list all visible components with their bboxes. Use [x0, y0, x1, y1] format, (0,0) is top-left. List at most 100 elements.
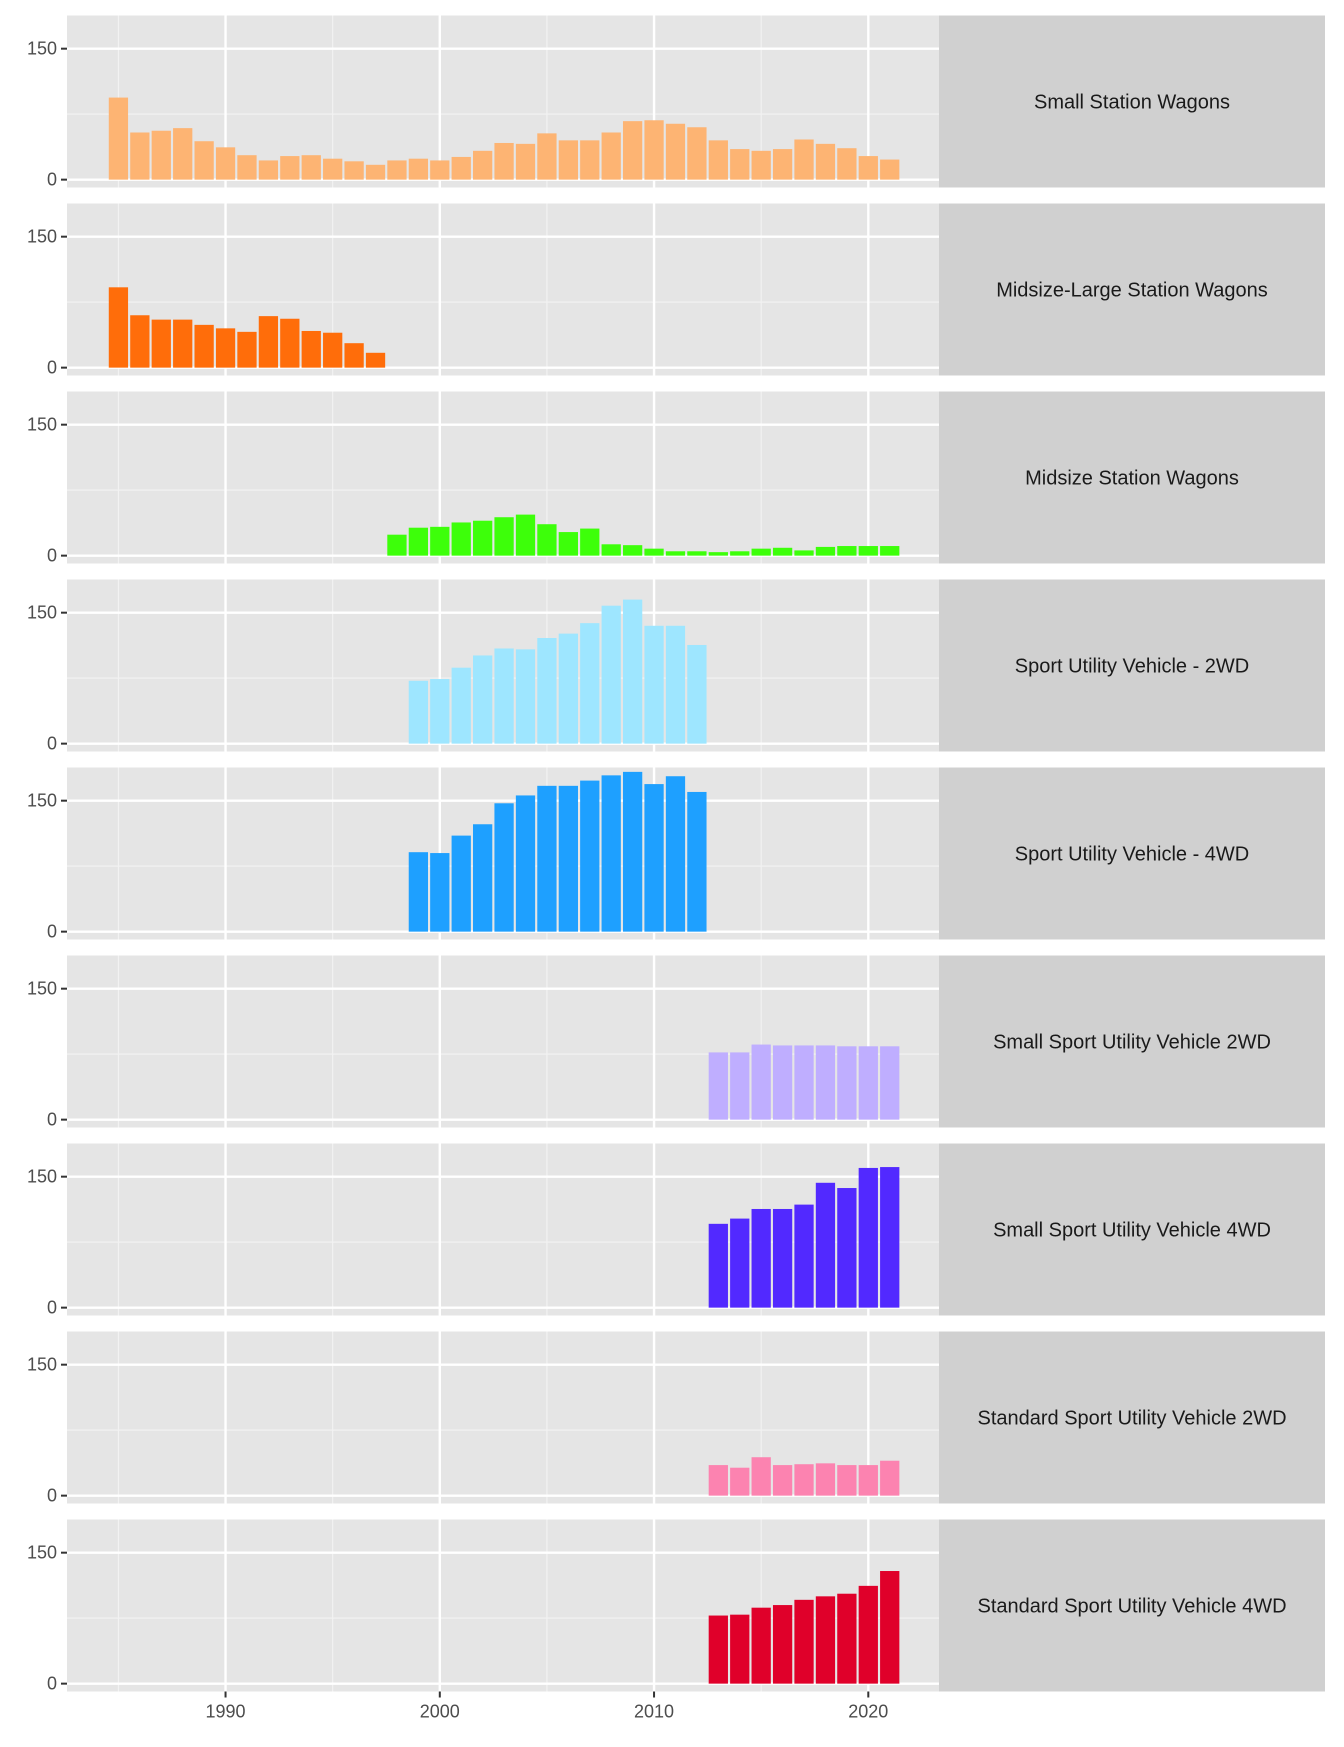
- bar: [130, 315, 150, 368]
- y-tick-label: 150: [27, 1355, 57, 1375]
- facet-label: Small Sport Utility Vehicle 4WD: [993, 1220, 1271, 1242]
- bar: [365, 352, 386, 368]
- x-tick-label: 2000: [420, 1702, 460, 1722]
- bar: [473, 520, 493, 556]
- bar: [451, 667, 471, 744]
- bar: [215, 147, 236, 180]
- bar: [537, 524, 557, 556]
- facet-strip: [939, 955, 1325, 1128]
- bar: [601, 775, 621, 932]
- bar: [194, 141, 214, 180]
- facet-panel: 0 150 Small Sport Utility Vehicle 2WD: [27, 955, 1325, 1130]
- bar: [323, 158, 343, 180]
- bar: [473, 824, 493, 932]
- bar: [751, 1044, 771, 1120]
- bar: [665, 625, 686, 744]
- facet-label: Small Station Wagons: [1034, 92, 1230, 114]
- bar: [708, 1223, 728, 1308]
- bar: [108, 97, 129, 180]
- facet-panel: 0 150 Standard Sport Utility Vehicle 4WD: [27, 1519, 1325, 1694]
- bar: [601, 605, 621, 744]
- bar: [387, 534, 407, 556]
- bar: [794, 1204, 814, 1308]
- bar: [730, 1614, 750, 1684]
- y-tick-label: 150: [27, 1543, 57, 1563]
- bar: [301, 155, 321, 180]
- bar: [473, 150, 493, 180]
- y-tick-label: 0: [47, 358, 57, 378]
- bar: [622, 121, 643, 180]
- facet-strip: [939, 1143, 1325, 1316]
- bar: [494, 803, 514, 932]
- bar: [730, 1467, 750, 1496]
- facet-label: Small Sport Utility Vehicle 2WD: [993, 1032, 1271, 1054]
- bar: [858, 1585, 878, 1684]
- bar: [408, 680, 429, 744]
- bar: [151, 319, 171, 368]
- facet-panel: 0 150 Sport Utility Vehicle - 4WD: [27, 767, 1325, 942]
- bar: [601, 132, 621, 180]
- bar: [837, 1188, 857, 1308]
- bar: [687, 127, 707, 180]
- bar: [430, 160, 450, 180]
- bar: [858, 546, 878, 556]
- facet-label: Standard Sport Utility Vehicle 2WD: [977, 1408, 1286, 1430]
- bar: [794, 550, 814, 556]
- bar: [215, 328, 236, 368]
- bar: [751, 548, 771, 556]
- bar: [730, 1218, 750, 1308]
- y-tick-label: 0: [47, 1674, 57, 1694]
- y-tick-label: 0: [47, 922, 57, 942]
- bar: [151, 130, 171, 180]
- bar: [494, 142, 514, 180]
- bar: [580, 780, 600, 932]
- facet-strip: [939, 203, 1325, 376]
- facet-label: Midsize Station Wagons: [1025, 468, 1239, 490]
- bar: [730, 1052, 750, 1120]
- bar: [622, 599, 643, 744]
- bar: [708, 552, 728, 556]
- bar: [815, 1596, 836, 1684]
- bar: [858, 156, 878, 180]
- panel-background: [67, 1331, 939, 1504]
- y-tick-label: 150: [27, 603, 57, 623]
- bar: [558, 140, 578, 180]
- x-tick-label: 2010: [634, 1702, 674, 1722]
- bar: [237, 331, 257, 368]
- bar: [301, 330, 321, 368]
- bar: [258, 160, 279, 180]
- facet-label: Midsize-Large Station Wagons: [996, 280, 1268, 302]
- bar: [430, 853, 450, 932]
- bar: [687, 791, 707, 932]
- bar: [837, 1465, 857, 1496]
- bar: [622, 771, 643, 932]
- bar: [815, 546, 836, 556]
- panel-background: [67, 955, 939, 1128]
- bar: [880, 1167, 900, 1308]
- facet-panel: 0 150 Midsize Station Wagons: [27, 391, 1325, 566]
- bar: [558, 532, 578, 556]
- bar: [858, 1465, 878, 1496]
- bar: [515, 649, 536, 744]
- bar: [344, 161, 364, 180]
- panel-background: [67, 1519, 939, 1692]
- bar: [837, 546, 857, 556]
- bar: [815, 1045, 836, 1120]
- bar: [708, 140, 728, 180]
- facet-panel: 0 150 Sport Utility Vehicle - 2WD: [27, 579, 1325, 754]
- y-tick-label: 0: [47, 734, 57, 754]
- bar: [580, 140, 600, 180]
- bar: [430, 526, 450, 556]
- bar: [815, 143, 836, 180]
- facet-strip: [939, 579, 1325, 752]
- bar: [837, 148, 857, 180]
- y-tick-label: 150: [27, 1167, 57, 1187]
- bar: [880, 1571, 900, 1684]
- bar: [644, 548, 664, 556]
- bar: [880, 159, 900, 180]
- facet-label: Sport Utility Vehicle - 4WD: [1015, 844, 1250, 866]
- y-tick-label: 0: [47, 1298, 57, 1318]
- bar: [537, 785, 557, 932]
- bar: [708, 1465, 728, 1496]
- y-tick-label: 0: [47, 546, 57, 566]
